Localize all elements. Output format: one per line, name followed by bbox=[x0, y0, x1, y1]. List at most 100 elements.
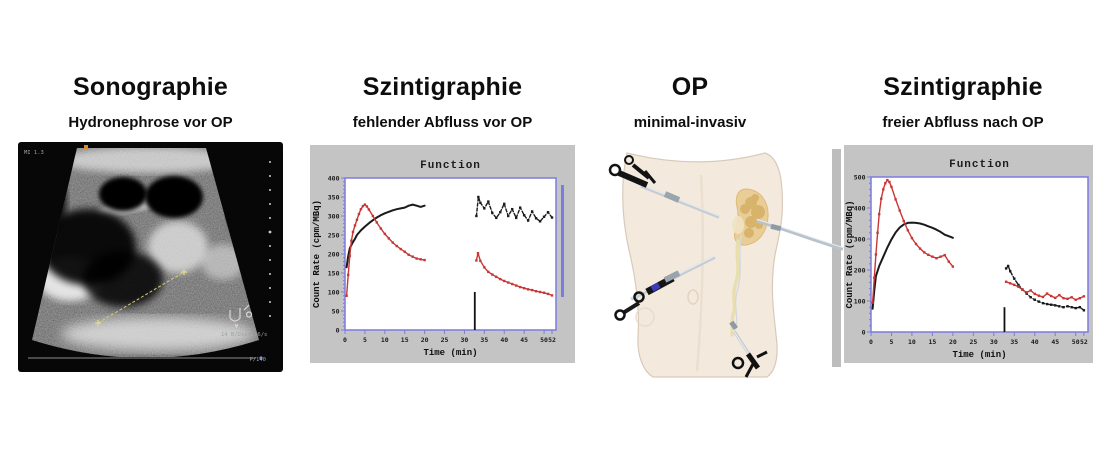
y-tick-label: 100 bbox=[328, 288, 340, 296]
series-marker bbox=[1049, 294, 1053, 298]
focus-marker bbox=[84, 145, 88, 149]
probe-icon bbox=[229, 304, 253, 329]
series-marker bbox=[345, 294, 348, 297]
series-marker bbox=[1013, 277, 1016, 280]
series-marker bbox=[1017, 285, 1020, 288]
series-marker bbox=[538, 220, 542, 223]
x-tick-label: 45 bbox=[520, 336, 528, 344]
series-marker bbox=[1078, 306, 1082, 309]
series-marker bbox=[542, 291, 546, 294]
y-tick-label: 100 bbox=[854, 297, 866, 305]
series-marker bbox=[1037, 294, 1041, 297]
series-marker bbox=[1066, 305, 1069, 308]
series-marker bbox=[550, 216, 554, 219]
series-marker bbox=[1066, 297, 1069, 301]
ultrasound-svg: MI 1.3 14 B/Dist 16/s P/140 bbox=[18, 142, 283, 372]
calyx-dark-right bbox=[145, 176, 203, 218]
hip-shading bbox=[635, 307, 655, 327]
instrument-lower bbox=[729, 320, 768, 378]
navel bbox=[687, 289, 699, 305]
series-marker bbox=[918, 247, 922, 250]
panel-subtitle-op: minimal-invasiv bbox=[633, 114, 747, 132]
series-marker bbox=[363, 203, 367, 206]
series-marker bbox=[1025, 291, 1028, 294]
x-axis-label: Time (min) bbox=[952, 350, 1006, 360]
x-tick-label: 15 bbox=[401, 336, 409, 344]
series-marker bbox=[914, 242, 918, 246]
series-marker bbox=[407, 253, 410, 256]
ultrasound-image: MI 1.3 14 B/Dist 16/s P/140 bbox=[18, 142, 283, 372]
series-marker bbox=[495, 216, 498, 220]
y-tick-label: 350 bbox=[328, 193, 340, 201]
series-marker bbox=[514, 284, 518, 287]
series-marker bbox=[943, 253, 946, 257]
renal-pelvis bbox=[732, 216, 744, 234]
series-marker bbox=[379, 227, 383, 230]
kidney-parenchyma bbox=[740, 194, 765, 238]
series-marker bbox=[526, 219, 530, 222]
series-marker bbox=[487, 200, 490, 203]
series-marker bbox=[1058, 293, 1061, 297]
series-marker bbox=[1025, 292, 1028, 295]
depth-scale bbox=[268, 161, 272, 317]
series-marker bbox=[367, 208, 371, 211]
y-tick-label: 400 bbox=[328, 174, 340, 182]
series-marker bbox=[391, 241, 394, 244]
series-marker bbox=[1054, 296, 1057, 300]
series-marker bbox=[1074, 306, 1077, 310]
y-tick-label: 150 bbox=[328, 269, 340, 277]
series-marker bbox=[1041, 301, 1045, 305]
series-marker bbox=[1017, 283, 1020, 287]
y-tick-label: 200 bbox=[328, 250, 340, 258]
x-tick-label: 10 bbox=[381, 336, 389, 344]
instrument-ring-icon bbox=[624, 155, 634, 165]
series-marker bbox=[476, 252, 480, 255]
series-marker bbox=[518, 285, 522, 289]
series-marker bbox=[499, 211, 502, 214]
instrument-ring-icon bbox=[731, 356, 745, 370]
ultrasound-power-label: P/140 bbox=[249, 357, 266, 363]
x-tick-label: 30 bbox=[990, 338, 998, 346]
series-marker bbox=[542, 215, 546, 218]
series-marker bbox=[906, 229, 910, 232]
series-marker bbox=[365, 205, 369, 208]
x-tick-label: 52 bbox=[1080, 338, 1088, 346]
series-marker bbox=[1062, 306, 1065, 309]
series-marker bbox=[546, 211, 550, 214]
panel-title-szinti-vor: Szintigraphie bbox=[362, 73, 523, 101]
renogram-pre-op-chart: Function 0 50 100 150 200 250 300 350 400 0 5 10 15 20… bbox=[310, 145, 575, 363]
series-marker bbox=[886, 178, 889, 182]
x-tick-label: 40 bbox=[500, 336, 508, 344]
x-axis-label: Time (min) bbox=[423, 348, 477, 358]
panel-title-sonographie: Sonographie bbox=[73, 73, 228, 101]
trocar-mid-left bbox=[614, 255, 716, 321]
series-marker bbox=[355, 218, 359, 221]
x-tick-label: 50 bbox=[540, 336, 548, 344]
series-marker bbox=[1074, 298, 1077, 301]
series-marker bbox=[546, 292, 550, 296]
torso-midline bbox=[695, 174, 705, 372]
instrument-ring-icon bbox=[608, 163, 622, 177]
series-marker bbox=[475, 259, 478, 262]
series-marker bbox=[1070, 306, 1073, 309]
series-marker bbox=[511, 282, 514, 286]
series-marker bbox=[522, 287, 526, 290]
series-marker bbox=[507, 281, 510, 284]
y-axis-label: Count Rate (cpm/MBq) bbox=[845, 200, 855, 308]
y-tick-label: 300 bbox=[854, 235, 866, 243]
x-tick-label: 52 bbox=[548, 336, 556, 344]
series-marker bbox=[399, 247, 402, 251]
panel-title-op: OP bbox=[671, 73, 709, 101]
series-marker bbox=[479, 201, 482, 204]
series-marker bbox=[1082, 309, 1086, 312]
sonographie-header: Sonographie Hydronephrose vor OP bbox=[18, 73, 283, 132]
x-tick-label: 35 bbox=[480, 336, 488, 344]
series-marker bbox=[383, 232, 387, 236]
illustration-side-bar bbox=[832, 149, 841, 367]
x-tick-label: 40 bbox=[1031, 338, 1039, 346]
renogram-post-op-chart: Function 0 100 200 300 400 500 0 5 10 15 20 25 30 35 40… bbox=[844, 145, 1093, 363]
y-tick-label: 250 bbox=[328, 231, 340, 239]
caliper-marker-2 bbox=[181, 269, 187, 275]
x-tick-label: 35 bbox=[1010, 338, 1018, 346]
